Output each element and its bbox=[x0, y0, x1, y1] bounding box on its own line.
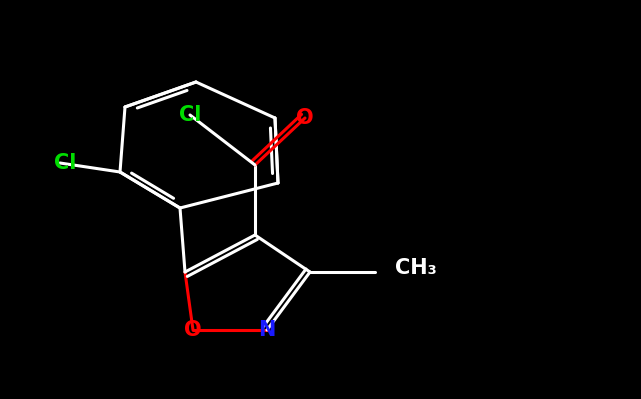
Text: CH₃: CH₃ bbox=[395, 258, 437, 278]
Text: O: O bbox=[296, 108, 314, 128]
Text: O: O bbox=[184, 320, 202, 340]
Text: Cl: Cl bbox=[54, 153, 76, 173]
Text: Cl: Cl bbox=[179, 105, 201, 125]
Text: N: N bbox=[258, 320, 276, 340]
